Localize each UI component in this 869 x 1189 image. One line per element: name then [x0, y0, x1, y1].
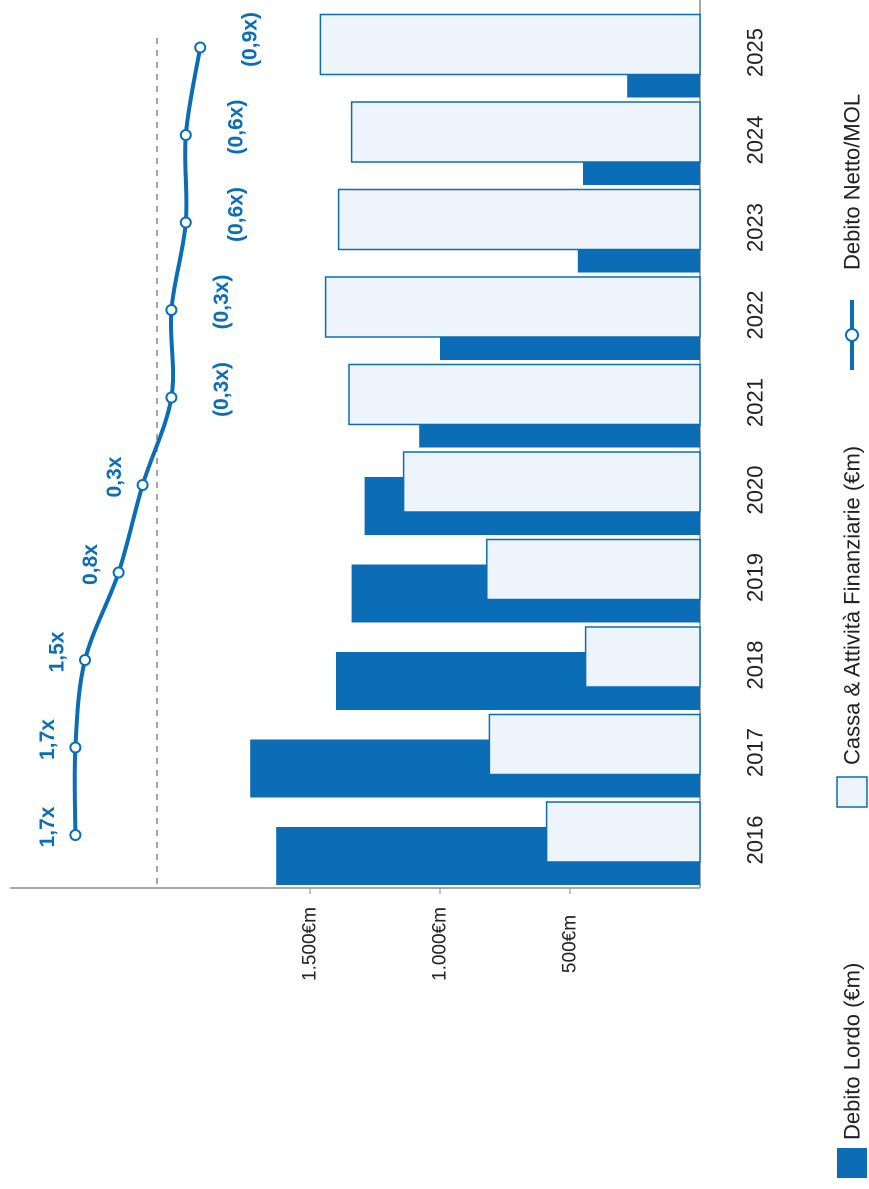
year-label-2018: 2018: [743, 641, 768, 690]
year-label-2024: 2024: [743, 116, 768, 165]
bar-cassa-2022: [324, 276, 701, 338]
ratio-point-2018: [79, 654, 91, 666]
labels-layer: 2016 2017 2018 2019 2020 2021 2022 2023 2024 2025…: [36, 12, 768, 981]
ratio-label-2020: 0,3x: [103, 456, 126, 497]
ratio-point-2023: [179, 216, 192, 229]
ratio-label-2018: 1,5x: [46, 631, 69, 672]
year-label-2022: 2022: [743, 291, 768, 340]
ratio-label-2023: (0,6x): [224, 187, 247, 242]
ratio-line: [72, 47, 203, 836]
ratio-point-2016: [69, 829, 82, 841]
ratio-point-2021: [165, 391, 178, 404]
year-label-2016: 2016: [743, 816, 768, 865]
year-label-2025: 2025: [743, 28, 768, 77]
ratio-label-2022: (0,3x): [210, 275, 233, 330]
legend: Debito Lordo (€m) Cassa & Attività Finanz…: [836, 94, 868, 1178]
bar-cassa-2023: [337, 188, 701, 251]
ratio-label-2025: (0,9x): [239, 12, 262, 67]
bar-cassa-2021: [348, 363, 701, 426]
bars-layer: [250, 13, 701, 885]
year-label-2017: 2017: [743, 728, 768, 777]
bar-cassa-2020: [402, 451, 701, 513]
ratio-label-2016: 1,7x: [36, 806, 59, 847]
ratio-point-2019: [112, 566, 125, 579]
legend-marker-ratio: [845, 328, 859, 342]
ratio-label-2019: 0,8x: [79, 544, 102, 585]
bar-cassa-2016: [545, 801, 701, 863]
value-tick-label-1000: 1.000€m: [430, 907, 451, 981]
ratio-label-2024: (0,6x): [224, 100, 247, 155]
ratio-label-2017: 1,7x: [36, 719, 59, 760]
ratio-point-2017: [69, 741, 82, 754]
legend-label-cassa: Cassa & Attività Finanziarie (€m): [840, 446, 865, 765]
bar-cassa-2024: [350, 101, 701, 163]
ratio-point-2025: [194, 41, 207, 54]
bar-cassa-2018: [584, 626, 701, 688]
ratio-line-layer: [69, 41, 207, 841]
legend-swatch-debito-lordo: [837, 1148, 867, 1178]
bar-cassa-2019: [486, 538, 701, 601]
ratio-point-2024: [179, 129, 192, 141]
year-label-2021: 2021: [743, 378, 768, 427]
value-tick-label-500: 500€m: [560, 915, 581, 973]
year-label-2019: 2019: [743, 553, 768, 602]
bar-cassa-2017: [488, 713, 701, 776]
ratio-point-2020: [136, 479, 149, 491]
year-label-2023: 2023: [743, 203, 768, 252]
legend-swatch-cassa: [836, 776, 868, 808]
legend-label-ratio: Debito Netto/MOL: [840, 94, 865, 270]
year-label-2020: 2020: [743, 466, 768, 515]
ratio-label-2021: (0,3x): [210, 362, 233, 417]
ratio-point-2022: [165, 304, 178, 316]
bar-cassa-2025: [319, 13, 701, 76]
legend-label-debito-lordo: Debito Lordo (€m): [840, 963, 865, 1140]
value-tick-label-1500: 1.500€m: [300, 907, 321, 981]
